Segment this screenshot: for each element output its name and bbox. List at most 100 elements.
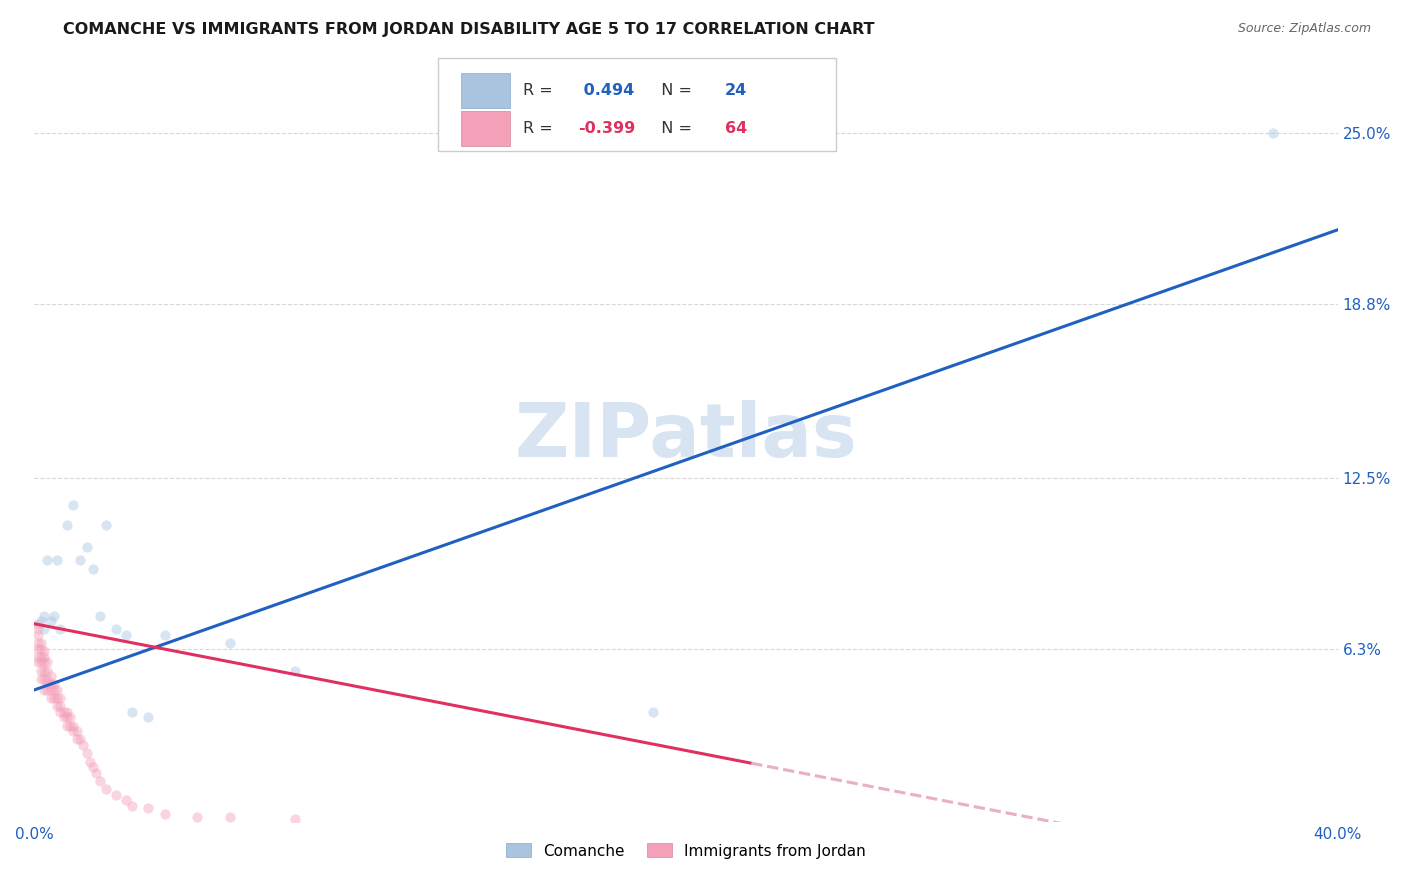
Point (72, 738, 94, 752)
Text: COMANCHE VS IMMIGRANTS FROM JORDAN DISABILITY AGE 5 TO 17 CORRELATION CHART: COMANCHE VS IMMIGRANTS FROM JORDAN DISAB… (63, 22, 875, 37)
Point (59, 719, 82, 733)
Point (37, 656, 59, 670)
Point (46, 553, 69, 567)
Point (49, 622, 72, 636)
Point (94, 782, 117, 797)
FancyBboxPatch shape (439, 58, 837, 151)
Point (30, 656, 52, 670)
Text: R =: R = (523, 83, 558, 98)
Point (59, 710, 82, 724)
Point (56, 710, 79, 724)
Point (62, 724, 84, 739)
Point (49, 699, 72, 714)
Point (121, 798, 143, 813)
Point (76, 746, 98, 760)
Point (32, 664, 55, 678)
Point (82, 562, 104, 576)
Point (39, 677, 62, 691)
Point (30, 649, 52, 664)
Text: ZIPatlas: ZIPatlas (515, 400, 858, 473)
Point (32, 672, 55, 686)
Point (1261, 126, 1284, 140)
Point (69, 553, 91, 567)
Text: N =: N = (651, 121, 697, 136)
Text: N =: N = (651, 83, 697, 98)
Text: 24: 24 (725, 83, 748, 98)
Point (46, 682, 69, 697)
Point (32, 656, 55, 670)
Point (46, 691, 69, 706)
Point (52, 710, 75, 724)
Point (79, 755, 101, 769)
Point (89, 608, 111, 623)
Point (114, 628, 136, 642)
Point (56, 705, 79, 719)
Point (27, 622, 49, 636)
Point (27, 656, 49, 670)
Point (42, 691, 65, 706)
Point (32, 649, 55, 664)
Point (153, 628, 176, 642)
Point (32, 644, 55, 658)
FancyBboxPatch shape (461, 112, 510, 145)
Point (284, 813, 307, 827)
Point (89, 773, 111, 788)
Point (138, 710, 160, 724)
Point (643, 705, 665, 719)
Point (94, 517, 117, 532)
Point (62, 719, 84, 733)
Point (39, 691, 62, 706)
Point (37, 664, 59, 678)
Point (27, 641, 49, 656)
Point (39, 682, 62, 697)
Text: 0.494: 0.494 (578, 83, 634, 98)
Point (138, 801, 160, 815)
Point (27, 636, 49, 650)
Text: -0.399: -0.399 (578, 121, 636, 136)
Point (66, 732, 89, 747)
Point (153, 806, 176, 821)
Point (49, 691, 72, 706)
Point (84, 765, 107, 780)
Point (69, 732, 91, 747)
Point (56, 517, 79, 532)
Point (66, 724, 89, 739)
Point (30, 672, 52, 686)
Point (39, 614, 62, 628)
Text: R =: R = (523, 121, 558, 136)
Point (46, 699, 69, 714)
Point (37, 677, 59, 691)
Point (42, 682, 65, 697)
Point (27, 649, 49, 664)
Point (121, 705, 143, 719)
Point (42, 677, 65, 691)
Point (30, 641, 52, 656)
Point (39, 669, 62, 683)
Point (37, 682, 59, 697)
Text: 64: 64 (725, 121, 748, 136)
Point (30, 636, 52, 650)
Point (30, 664, 52, 678)
Point (52, 705, 75, 719)
Point (219, 810, 242, 824)
Point (30, 614, 52, 628)
Point (114, 793, 136, 807)
Legend: Comanche, Immigrants from Jordan: Comanche, Immigrants from Jordan (501, 838, 872, 864)
Point (27, 616, 49, 631)
Point (37, 672, 59, 686)
Point (104, 788, 127, 802)
Text: Source: ZipAtlas.com: Source: ZipAtlas.com (1237, 22, 1371, 36)
Point (49, 705, 72, 719)
Point (37, 553, 59, 567)
Point (56, 719, 79, 733)
Point (32, 608, 55, 623)
Point (284, 664, 307, 678)
Point (82, 760, 104, 774)
Point (104, 622, 127, 636)
FancyBboxPatch shape (461, 73, 510, 108)
Point (32, 622, 55, 636)
Point (62, 498, 84, 512)
Point (186, 810, 208, 824)
Point (32, 682, 55, 697)
Point (42, 608, 65, 623)
